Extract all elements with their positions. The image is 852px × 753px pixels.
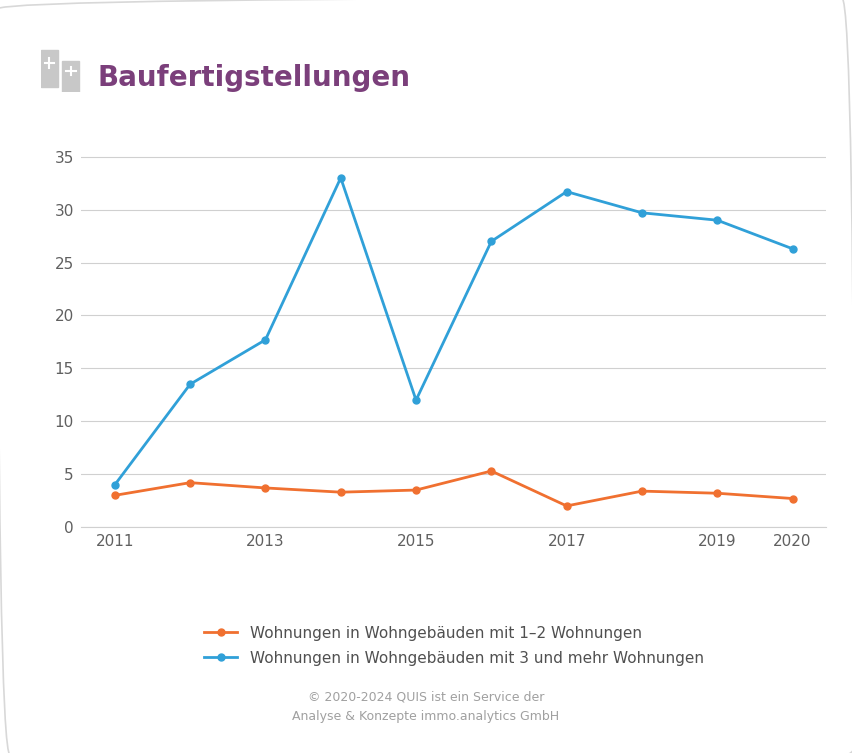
Text: Analyse & Konzepte immo.analytics GmbH: Analyse & Konzepte immo.analytics GmbH bbox=[292, 710, 560, 724]
Bar bbox=[41, 50, 58, 87]
Text: Baufertigstellungen: Baufertigstellungen bbox=[98, 64, 411, 92]
Legend: Wohnungen in Wohngebäuden mit 1–2 Wohnungen, Wohnungen in Wohngebäuden mit 3 und: Wohnungen in Wohngebäuden mit 1–2 Wohnun… bbox=[199, 621, 708, 671]
Bar bbox=[62, 61, 79, 92]
Text: © 2020-2024 QUIS ist ein Service der: © 2020-2024 QUIS ist ein Service der bbox=[308, 690, 544, 703]
